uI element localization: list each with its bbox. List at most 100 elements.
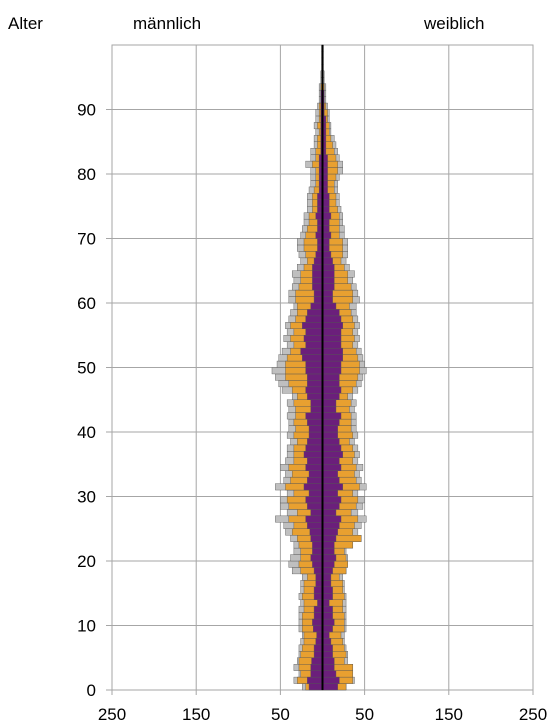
bar-male-inner-age-70 bbox=[315, 231, 323, 239]
bar-male-inner-age-25 bbox=[307, 522, 323, 529]
bar-male-inner-age-14 bbox=[313, 593, 323, 600]
bar-female-inner-age-74 bbox=[322, 206, 330, 213]
bar-male-inner-age-61 bbox=[313, 289, 323, 297]
bar-male-inner-age-43 bbox=[310, 406, 323, 413]
bar-female-inner-age-0 bbox=[322, 683, 338, 691]
bar-female-inner-age-56 bbox=[322, 322, 343, 330]
bar-male-inner-age-30 bbox=[308, 489, 323, 497]
bar-female-inner-age-39 bbox=[322, 431, 338, 439]
bar-female-inner-age-51 bbox=[322, 354, 343, 362]
bar-female-inner-age-46 bbox=[322, 386, 342, 394]
bar-female-inner-age-35 bbox=[322, 457, 340, 465]
x-tick-label-4: 150 bbox=[435, 705, 463, 724]
bar-male-inner-age-11 bbox=[313, 612, 323, 620]
bar-female-inner-age-61 bbox=[322, 289, 333, 297]
y-tick-label-1: 10 bbox=[77, 617, 96, 636]
bar-male-inner-age-10 bbox=[312, 618, 323, 626]
bar-male-inner-age-58 bbox=[307, 309, 323, 317]
bar-female-inner-age-21 bbox=[322, 547, 335, 555]
bar-female-inner-age-66 bbox=[322, 257, 333, 265]
bar-male-inner-age-66 bbox=[313, 257, 323, 265]
bar-male-inner-age-31 bbox=[303, 483, 323, 491]
bar-female-inner-age-24 bbox=[322, 528, 338, 536]
bar-female-inner-age-67 bbox=[322, 251, 332, 259]
bar-male-inner-age-22 bbox=[312, 541, 323, 549]
bar-female-inner-age-52 bbox=[322, 347, 343, 355]
bar-male-inner-age-55 bbox=[305, 328, 323, 336]
bar-female-inner-age-33 bbox=[322, 470, 338, 478]
bar-male-inner-age-47 bbox=[307, 380, 323, 388]
bar-male-inner-age-20 bbox=[310, 554, 323, 562]
bar-male-inner-age-54 bbox=[303, 335, 323, 342]
bar-male-inner-age-27 bbox=[310, 509, 323, 517]
bar-female-inner-age-73 bbox=[322, 212, 332, 220]
bar-female-inner-age-63 bbox=[322, 277, 335, 284]
bar-male-inner-age-1 bbox=[307, 676, 323, 684]
bar-male-inner-age-6 bbox=[313, 644, 323, 652]
bar-female-inner-age-23 bbox=[322, 535, 337, 542]
bar-male-inner-age-52 bbox=[300, 347, 323, 355]
bar-male-inner-age-18 bbox=[313, 567, 323, 575]
bar-female-inner-age-4 bbox=[322, 657, 335, 665]
bar-male-inner-age-49 bbox=[305, 367, 323, 375]
bar-female-inner-age-48 bbox=[322, 373, 340, 381]
y-tick-label-0: 0 bbox=[87, 681, 96, 700]
bar-female-inner-age-47 bbox=[322, 380, 340, 388]
bar-female-inner-age-10 bbox=[322, 618, 335, 626]
bar-female-inner-age-16 bbox=[322, 580, 332, 587]
bar-male-inner-age-59 bbox=[310, 302, 323, 310]
bar-male-inner-age-53 bbox=[305, 341, 323, 349]
bar-female-inner-age-15 bbox=[322, 586, 333, 594]
bar-female-inner-age-1 bbox=[322, 676, 340, 684]
y-tick-label-9: 90 bbox=[77, 101, 96, 120]
bar-female-inner-age-38 bbox=[322, 438, 340, 446]
bar-female-inner-age-12 bbox=[322, 605, 333, 613]
bar-female-inner-age-14 bbox=[322, 593, 333, 600]
bar-female-inner-age-40 bbox=[322, 425, 338, 433]
bar-female-inner-age-60 bbox=[322, 296, 333, 304]
bar-female-inner-age-36 bbox=[322, 451, 343, 459]
bar-male-inner-age-64 bbox=[312, 270, 323, 278]
bar-female-inner-age-75 bbox=[322, 199, 330, 207]
bar-male-inner-age-73 bbox=[315, 212, 323, 220]
bar-female-inner-age-27 bbox=[322, 509, 337, 517]
bar-male-inner-age-24 bbox=[309, 528, 323, 536]
bar-female-inner-age-69 bbox=[322, 238, 330, 246]
bar-male-inner-age-36 bbox=[303, 451, 323, 459]
x-tick-label-2: 50 bbox=[271, 705, 290, 724]
bar-male-inner-age-16 bbox=[315, 580, 323, 587]
bar-male-inner-age-56 bbox=[302, 322, 323, 330]
bar-female-inner-age-25 bbox=[322, 522, 340, 529]
bar-male-inner-age-19 bbox=[312, 560, 323, 568]
bar-male-inner-age-9 bbox=[313, 625, 323, 633]
y-axis-label: Alter bbox=[8, 14, 43, 33]
bar-female-inner-age-50 bbox=[322, 360, 342, 368]
bar-male-inner-age-41 bbox=[307, 418, 323, 426]
bar-female-inner-age-22 bbox=[322, 541, 335, 549]
bar-female-inner-age-57 bbox=[322, 315, 342, 323]
x-tick-label-5: 250 bbox=[519, 705, 547, 724]
bar-female-inner-age-3 bbox=[322, 664, 335, 671]
male-label: männlich bbox=[133, 14, 201, 33]
female-label: weiblich bbox=[423, 14, 484, 33]
bar-male-inner-age-42 bbox=[305, 412, 323, 420]
bar-female-inner-age-45 bbox=[322, 393, 340, 400]
bar-female-inner-age-59 bbox=[322, 302, 337, 310]
bar-female-inner-age-30 bbox=[322, 489, 338, 497]
bar-female-inner-age-72 bbox=[322, 218, 330, 226]
bar-female-inner-age-9 bbox=[322, 625, 333, 633]
bar-female-inner-age-76 bbox=[322, 193, 330, 201]
bar-male-inner-age-12 bbox=[313, 605, 323, 613]
bar-female-inner-age-31 bbox=[322, 483, 343, 491]
y-tick-label-2: 20 bbox=[77, 552, 96, 571]
bar-female-inner-age-55 bbox=[322, 328, 342, 336]
bar-female-inner-age-58 bbox=[322, 309, 340, 317]
bar-female-inner-age-28 bbox=[322, 502, 340, 510]
bar-male-inner-age-37 bbox=[305, 444, 323, 452]
bar-female-inner-age-43 bbox=[322, 406, 337, 413]
y-tick-label-4: 40 bbox=[77, 423, 96, 442]
bar-male-inner-age-33 bbox=[308, 470, 323, 478]
bar-male-inner-age-17 bbox=[315, 573, 323, 581]
bar-female-inner-age-65 bbox=[322, 264, 335, 271]
bar-female-inner-age-20 bbox=[322, 554, 337, 562]
